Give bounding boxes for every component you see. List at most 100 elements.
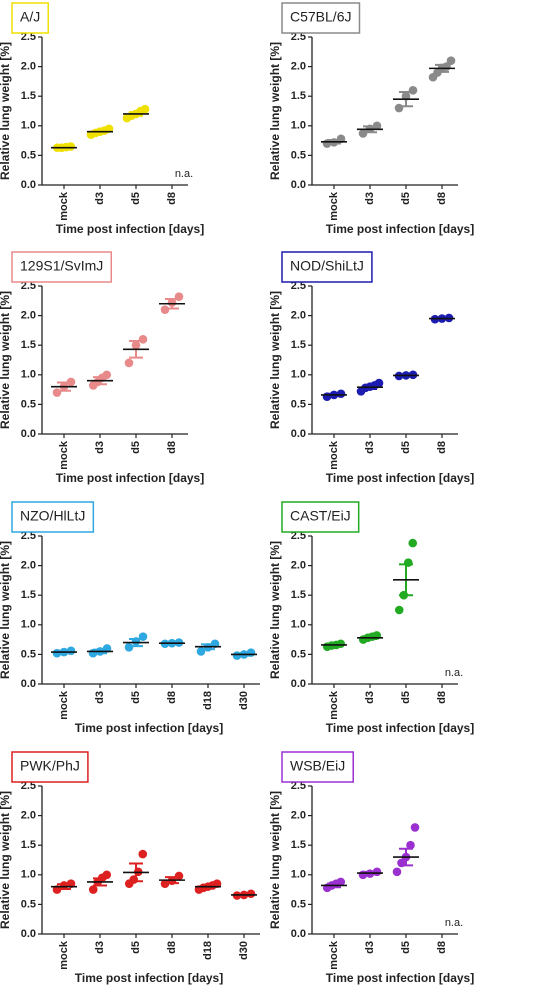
panel: 0.0 0.5 1.0 1.5 2.0 2.5 Relative lung weight [… xyxy=(268,751,474,985)
x-tick-label: d5 xyxy=(400,941,412,954)
x-tick-label: d18 xyxy=(202,691,214,710)
y-tick-label: 1.0 xyxy=(21,869,36,881)
x-tick-label: mock xyxy=(328,940,340,970)
data-point xyxy=(52,388,62,397)
y-tick-label: 1.5 xyxy=(21,589,36,601)
panel: 0.0 0.5 1.0 1.5 2.0 2.5 Relative lung weight [… xyxy=(0,2,204,236)
chart-title: CAST/EiJ xyxy=(290,508,351,524)
y-tick-label: 0.5 xyxy=(291,648,306,660)
missing-label: n.a. xyxy=(175,168,193,180)
x-tick-label: d30 xyxy=(238,691,250,710)
y-tick-label: 2.0 xyxy=(21,61,36,73)
y-tick-label: 1.0 xyxy=(291,120,306,132)
x-tick-label: mock xyxy=(58,440,70,470)
x-tick-label: d18 xyxy=(202,941,214,960)
y-axis-label: Relative lung weight [%] xyxy=(268,541,282,679)
y-tick-label: 1.5 xyxy=(291,589,306,601)
missing-label: n.a. xyxy=(445,667,463,679)
x-tick-label: d8 xyxy=(166,691,178,704)
x-tick-label: d5 xyxy=(130,192,142,205)
y-tick-label: 0.5 xyxy=(291,898,306,910)
x-axis-label: Time post infection [days] xyxy=(326,721,474,735)
x-tick-label: d5 xyxy=(400,691,412,704)
y-tick-label: 2.5 xyxy=(21,530,36,542)
y-tick-label: 0.0 xyxy=(21,428,36,440)
title-box xyxy=(11,501,95,533)
data-point xyxy=(124,642,134,652)
x-tick-label: d5 xyxy=(130,691,142,704)
x-tick-label: d5 xyxy=(400,192,412,205)
y-axis-label: Relative lung weight [%] xyxy=(268,42,282,180)
y-axis-label: Relative lung weight [%] xyxy=(0,291,12,429)
data-point xyxy=(392,867,402,877)
y-tick-label: 2.0 xyxy=(291,310,306,322)
y-tick-label: 2.5 xyxy=(21,280,36,292)
y-tick-label: 2.0 xyxy=(21,310,36,322)
panel: 0.0 0.5 1.0 1.5 2.0 2.5 Relative lung weight [… xyxy=(0,251,204,485)
y-tick-label: 0.5 xyxy=(291,398,306,410)
x-tick-label: d8 xyxy=(166,192,178,205)
y-tick-label: 0.0 xyxy=(21,928,36,940)
missing-label: n.a. xyxy=(445,917,463,929)
panel: 0.0 0.5 1.0 1.5 2.0 2.5 Relative lung weight [… xyxy=(0,751,260,985)
y-tick-label: 2.0 xyxy=(21,560,36,572)
x-tick-label: d5 xyxy=(400,441,412,454)
title-box xyxy=(281,501,360,533)
chart-title: C57BL/6J xyxy=(290,9,351,25)
y-tick-label: 0.0 xyxy=(21,678,36,690)
y-tick-label: 2.0 xyxy=(21,810,36,822)
x-tick-label: mock xyxy=(58,690,70,720)
x-tick-label: d8 xyxy=(436,691,448,704)
y-tick-label: 1.0 xyxy=(21,120,36,132)
data-point xyxy=(124,358,134,368)
y-tick-label: 0.0 xyxy=(291,179,306,191)
x-tick-label: d3 xyxy=(94,192,106,205)
x-axis-label: Time post infection [days] xyxy=(326,471,474,485)
y-tick-label: 0.5 xyxy=(21,149,36,161)
y-tick-label: 2.0 xyxy=(291,560,306,572)
y-tick-label: 2.5 xyxy=(21,780,36,792)
data-point xyxy=(358,129,368,138)
x-tick-label: d3 xyxy=(94,441,106,454)
x-tick-label: d3 xyxy=(364,941,376,954)
x-tick-label: d3 xyxy=(94,691,106,704)
y-tick-label: 2.5 xyxy=(291,280,306,292)
y-tick-label: 2.5 xyxy=(291,530,306,542)
y-tick-label: 1.0 xyxy=(291,369,306,381)
x-axis-label: Time post infection [days] xyxy=(56,222,204,236)
y-axis-label: Relative lung weight [%] xyxy=(0,541,12,679)
x-tick-label: d8 xyxy=(436,441,448,454)
chart-title: PWK/PhJ xyxy=(20,758,80,774)
y-tick-label: 0.5 xyxy=(21,648,36,660)
x-tick-label: d3 xyxy=(364,441,376,454)
y-tick-label: 1.0 xyxy=(21,369,36,381)
y-tick-label: 1.5 xyxy=(291,339,306,351)
x-tick-label: d3 xyxy=(364,691,376,704)
data-point xyxy=(410,823,420,832)
title-box xyxy=(11,751,89,783)
y-tick-label: 2.0 xyxy=(291,810,306,822)
y-tick-label: 0.5 xyxy=(21,898,36,910)
x-tick-label: mock xyxy=(58,940,70,970)
y-tick-label: 0.5 xyxy=(291,149,306,161)
chart-title: 129S1/SvImJ xyxy=(20,258,103,274)
data-point xyxy=(446,56,456,65)
chart-title: WSB/EiJ xyxy=(290,758,345,774)
y-tick-label: 1.5 xyxy=(291,90,306,102)
x-tick-label: d3 xyxy=(94,941,106,954)
x-tick-label: d5 xyxy=(130,941,142,954)
data-point xyxy=(102,870,112,880)
x-axis-label: Time post infection [days] xyxy=(75,721,223,735)
data-point xyxy=(408,538,418,548)
x-axis-label: Time post infection [days] xyxy=(56,471,204,485)
y-tick-label: 1.5 xyxy=(291,839,306,851)
y-tick-label: 2.5 xyxy=(21,31,36,43)
panel: 0.0 0.5 1.0 1.5 2.0 2.5 Relative lung weight [… xyxy=(268,501,474,735)
x-tick-label: d8 xyxy=(436,192,448,205)
x-tick-label: mock xyxy=(328,191,340,221)
y-tick-label: 1.0 xyxy=(291,869,306,881)
x-tick-label: mock xyxy=(328,440,340,470)
x-tick-label: d5 xyxy=(130,441,142,454)
x-axis-label: Time post infection [days] xyxy=(326,971,474,985)
